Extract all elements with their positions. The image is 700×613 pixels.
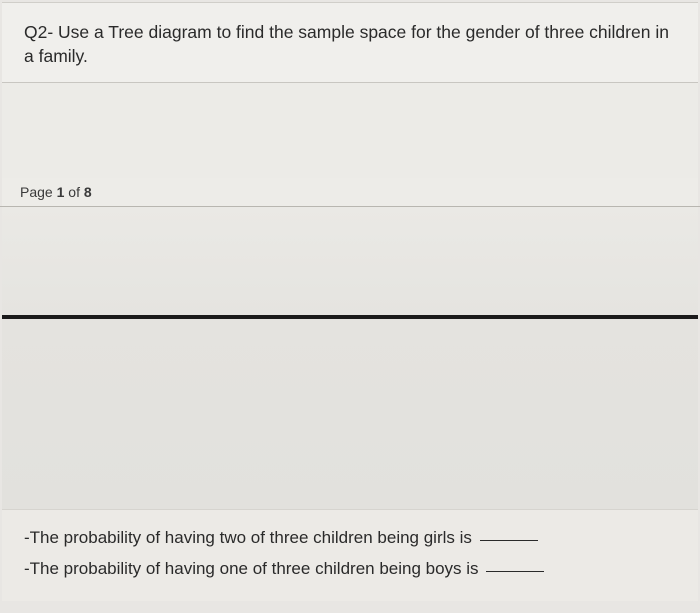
statement-1: -The probability of having two of three … — [24, 524, 676, 551]
statements-block: -The probability of having two of three … — [2, 509, 698, 600]
spacer-top — [2, 83, 698, 178]
page-total: 8 — [84, 184, 92, 200]
blank-2 — [486, 571, 544, 572]
statement-2-text: -The probability of having one of three … — [24, 559, 483, 578]
spacer-mid — [2, 207, 698, 315]
blank-1 — [480, 540, 538, 541]
page-middle: of — [64, 184, 83, 200]
page-indicator: Page 1 of 8 — [2, 178, 698, 206]
question-text: Q2- Use a Tree diagram to find the sampl… — [24, 21, 676, 68]
spacer-bottom — [2, 319, 698, 509]
statement-1-text: -The probability of having two of three … — [24, 528, 477, 547]
page-prefix: Page — [20, 184, 57, 200]
question-block: Q2- Use a Tree diagram to find the sampl… — [2, 2, 698, 83]
statement-2: -The probability of having one of three … — [24, 555, 676, 582]
